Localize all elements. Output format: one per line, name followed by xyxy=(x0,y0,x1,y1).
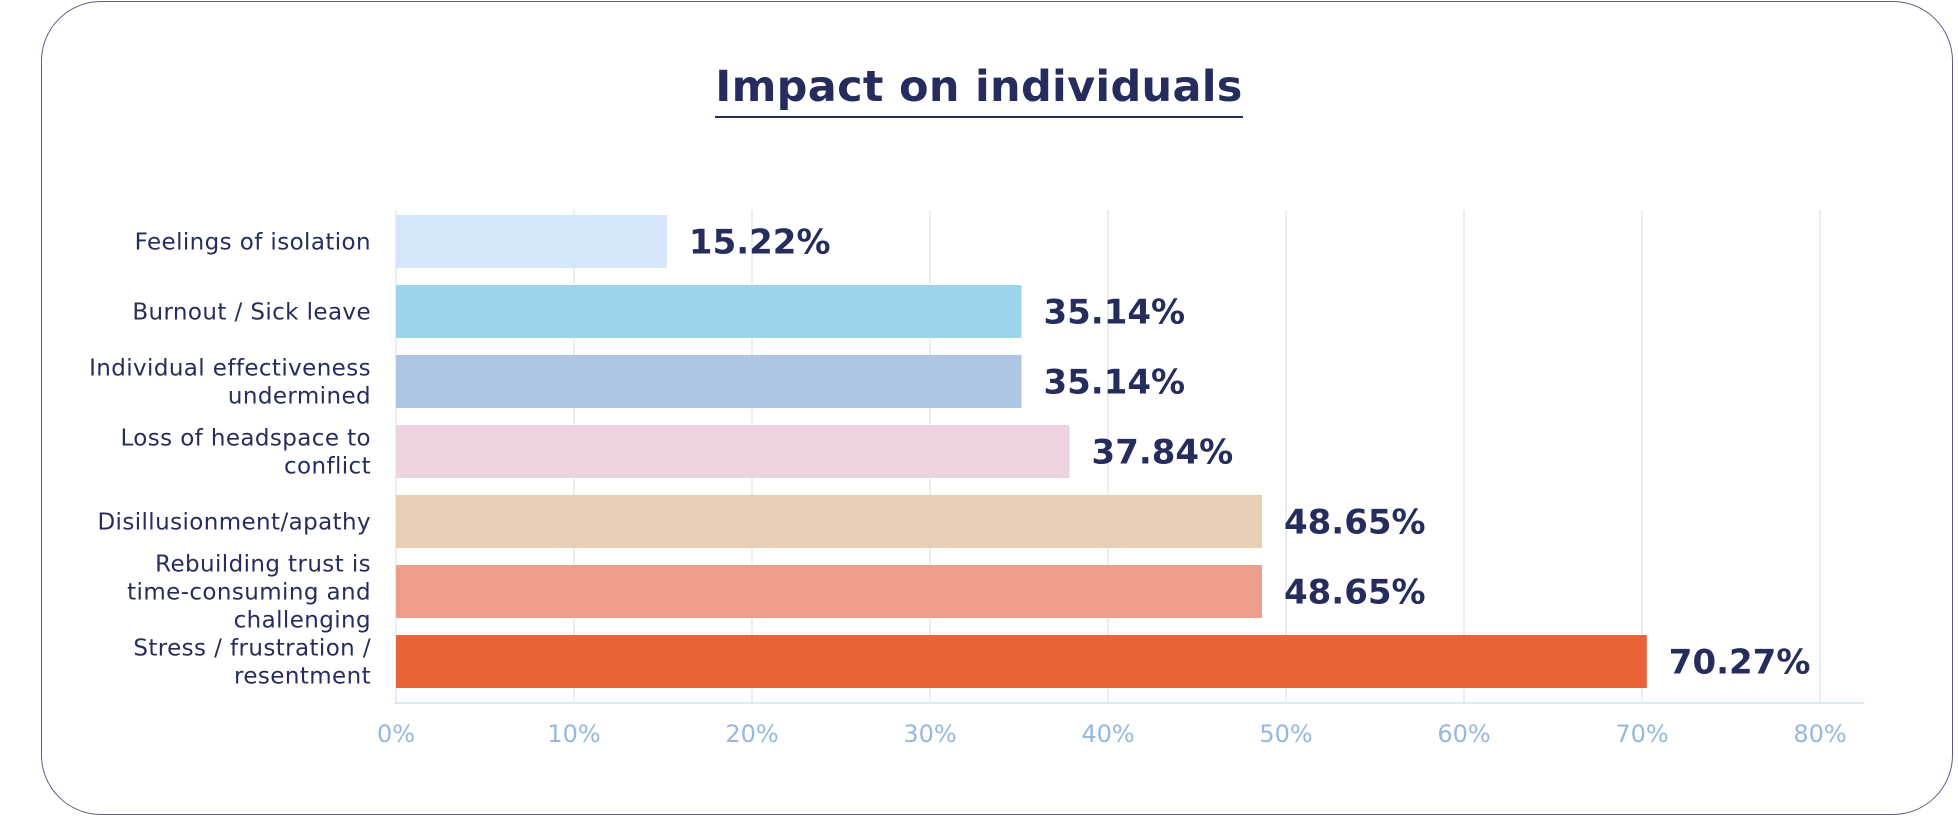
category-label-line: Burnout / Sick leave xyxy=(132,300,371,326)
category-label-line: conflict xyxy=(284,454,371,480)
bar xyxy=(396,495,1262,548)
category-label: Stress / frustration / resentment xyxy=(133,636,371,690)
x-tick-label: 50% xyxy=(1259,720,1312,748)
category-label-line: Feelings of isolation xyxy=(135,230,371,256)
chart-title: Impact on individuals xyxy=(715,62,1243,118)
x-tick-label: 60% xyxy=(1437,720,1490,748)
category-label: Loss of headspace to conflict xyxy=(120,426,371,480)
bar xyxy=(396,635,1647,688)
x-tick-label: 80% xyxy=(1793,720,1846,748)
category-label-line: Disillusionment/apathy xyxy=(97,510,371,536)
bar xyxy=(396,355,1022,408)
category-label: Disillusionment/apathy xyxy=(97,510,371,536)
bars xyxy=(396,215,1647,688)
bar xyxy=(396,565,1262,618)
category-label: Individual effectiveness undermined xyxy=(89,356,371,410)
x-tick-label: 20% xyxy=(725,720,778,748)
value-label: 48.65% xyxy=(1284,503,1426,543)
category-label-line: Rebuilding trust is xyxy=(155,552,371,578)
value-label: 35.14% xyxy=(1043,293,1185,333)
category-label-line: Loss of headspace to xyxy=(120,426,371,452)
category-label: Rebuilding trust is time-consuming and cha… xyxy=(127,552,371,634)
x-tick-label: 30% xyxy=(903,720,956,748)
category-labels: Feelings of isolation Burnout / Sick leav… xyxy=(89,230,371,690)
x-tick-label: 10% xyxy=(547,720,600,748)
bar xyxy=(396,285,1022,338)
value-label: 37.84% xyxy=(1092,433,1234,473)
value-label: 70.27% xyxy=(1669,643,1811,683)
category-label: Feelings of isolation xyxy=(135,230,371,256)
x-tick-label: 40% xyxy=(1081,720,1134,748)
category-label-line: Individual effectiveness xyxy=(89,356,371,382)
category-label-line: Stress / frustration / xyxy=(133,636,371,662)
x-tick-labels: 0% 10% 20% 30% 40% 50% 60% 70% 80% xyxy=(377,720,1847,748)
value-label: 35.14% xyxy=(1043,363,1185,403)
value-labels: 15.22% 35.14% 35.14% 37.84% 48.65% 48.65% 70.2… xyxy=(689,223,1811,683)
value-label: 15.22% xyxy=(689,223,831,263)
category-label-line: resentment xyxy=(234,664,371,690)
category-label-line: challenging xyxy=(234,608,371,634)
x-tick-label: 0% xyxy=(377,720,415,748)
bar xyxy=(396,215,667,268)
chart-title-wrap: Impact on individuals xyxy=(0,62,1958,118)
bar xyxy=(396,425,1070,478)
value-label: 48.65% xyxy=(1284,573,1426,613)
x-tick-label: 70% xyxy=(1615,720,1668,748)
category-label: Burnout / Sick leave xyxy=(132,300,371,326)
category-label-line: time-consuming and xyxy=(127,580,371,606)
category-label-line: undermined xyxy=(228,384,371,410)
